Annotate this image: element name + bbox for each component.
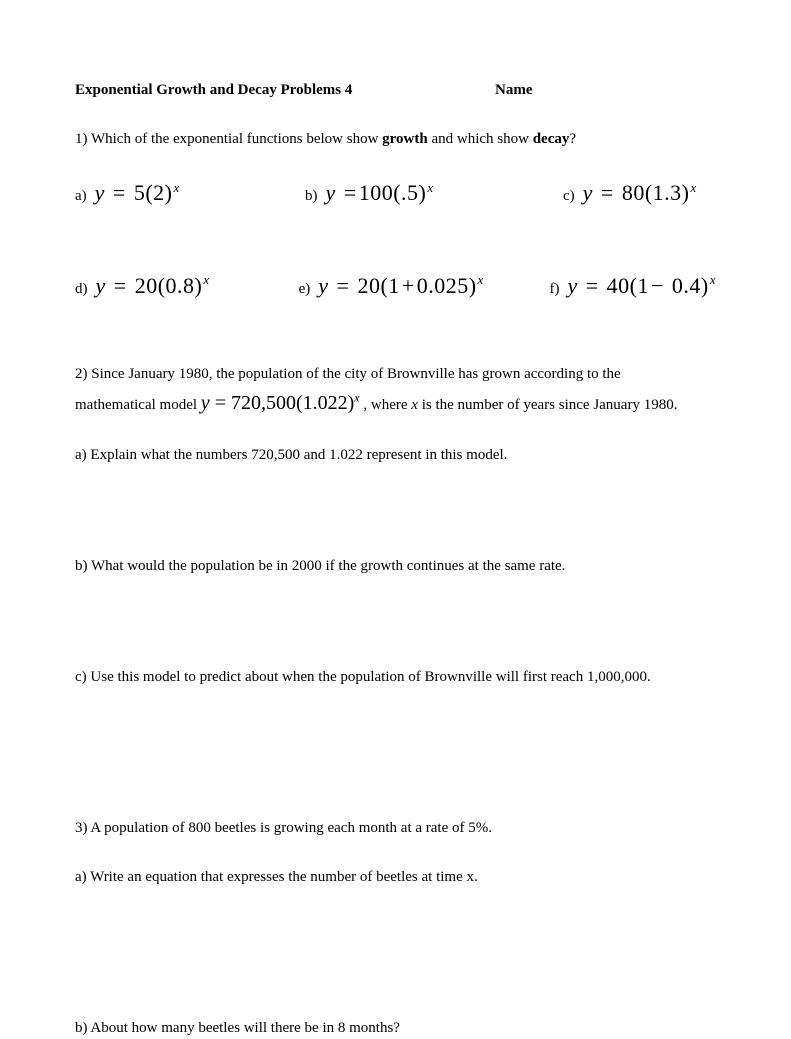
q1-a-math: y = 5(2)x (95, 178, 180, 209)
q2-line2-suffix: is the number of years since January 198… (418, 397, 678, 413)
q1-decay: decay (533, 131, 570, 147)
q1-row-2: d) y = 20(0.8)x e) y = 20(1+0.025)x f) y… (75, 271, 716, 302)
q1-prefix: 1) Which of the exponential functions be… (75, 131, 382, 147)
q1-c-math: y = 80(1.3)x (583, 178, 697, 209)
q1-d-label: d) (75, 279, 88, 302)
q2-line2-prefix: mathematical model (75, 397, 201, 413)
q2-model: y = 720,500(1.022)x (201, 392, 360, 414)
q2-line1: 2) Since January 1980, the population of… (75, 364, 716, 385)
q2-x-var: x (411, 397, 418, 413)
q1-f-math: y = 40(1− 0.4)x (567, 271, 716, 302)
q1-suffix: ? (569, 131, 576, 147)
header-row: Exponential Growth and Decay Problems 4 … (75, 80, 716, 101)
q1-b-label: b) (305, 186, 318, 209)
q2-line2-mid: , where (360, 397, 412, 413)
q1-b-math: y =100(.5)x (326, 178, 434, 209)
q1-c-label: c) (563, 186, 575, 209)
q3-a: a) Write an equation that expresses the … (75, 867, 716, 888)
q1-item-b: b) y =100(.5)x (305, 178, 563, 209)
q1-f-label: f) (549, 279, 559, 302)
q1-item-a: a) y = 5(2)x (75, 178, 305, 209)
q1-item-e: e) y = 20(1+0.025)x (299, 271, 550, 302)
q2-b: b) What would the population be in 2000 … (75, 556, 716, 577)
q1-mid: and which show (428, 131, 533, 147)
q3-b: b) About how many beetles will there be … (75, 1018, 716, 1039)
q1-d-math: y = 20(0.8)x (96, 271, 210, 302)
q1-item-d: d) y = 20(0.8)x (75, 271, 299, 302)
name-label: Name (495, 80, 533, 101)
q1-e-label: e) (299, 279, 311, 302)
q1-item-c: c) y = 80(1.3)x (563, 178, 716, 209)
q1-a-label: a) (75, 186, 87, 209)
q1-growth: growth (382, 131, 428, 147)
q2-block: 2) Since January 1980, the population of… (75, 364, 716, 417)
q1-text: 1) Which of the exponential functions be… (75, 129, 716, 150)
q1-e-math: y = 20(1+0.025)x (318, 271, 484, 302)
q3-intro: 3) A population of 800 beetles is growin… (75, 818, 716, 839)
q2-a: a) Explain what the numbers 720,500 and … (75, 445, 716, 466)
q1-row-1: a) y = 5(2)x b) y =100(.5)x c) y = 80(1.… (75, 178, 716, 209)
worksheet-title: Exponential Growth and Decay Problems 4 (75, 80, 495, 101)
q1-item-f: f) y = 40(1− 0.4)x (549, 271, 716, 302)
q2-line2: mathematical model y = 720,500(1.022)x ,… (75, 389, 716, 417)
q2-c: c) Use this model to predict about when … (75, 667, 716, 688)
